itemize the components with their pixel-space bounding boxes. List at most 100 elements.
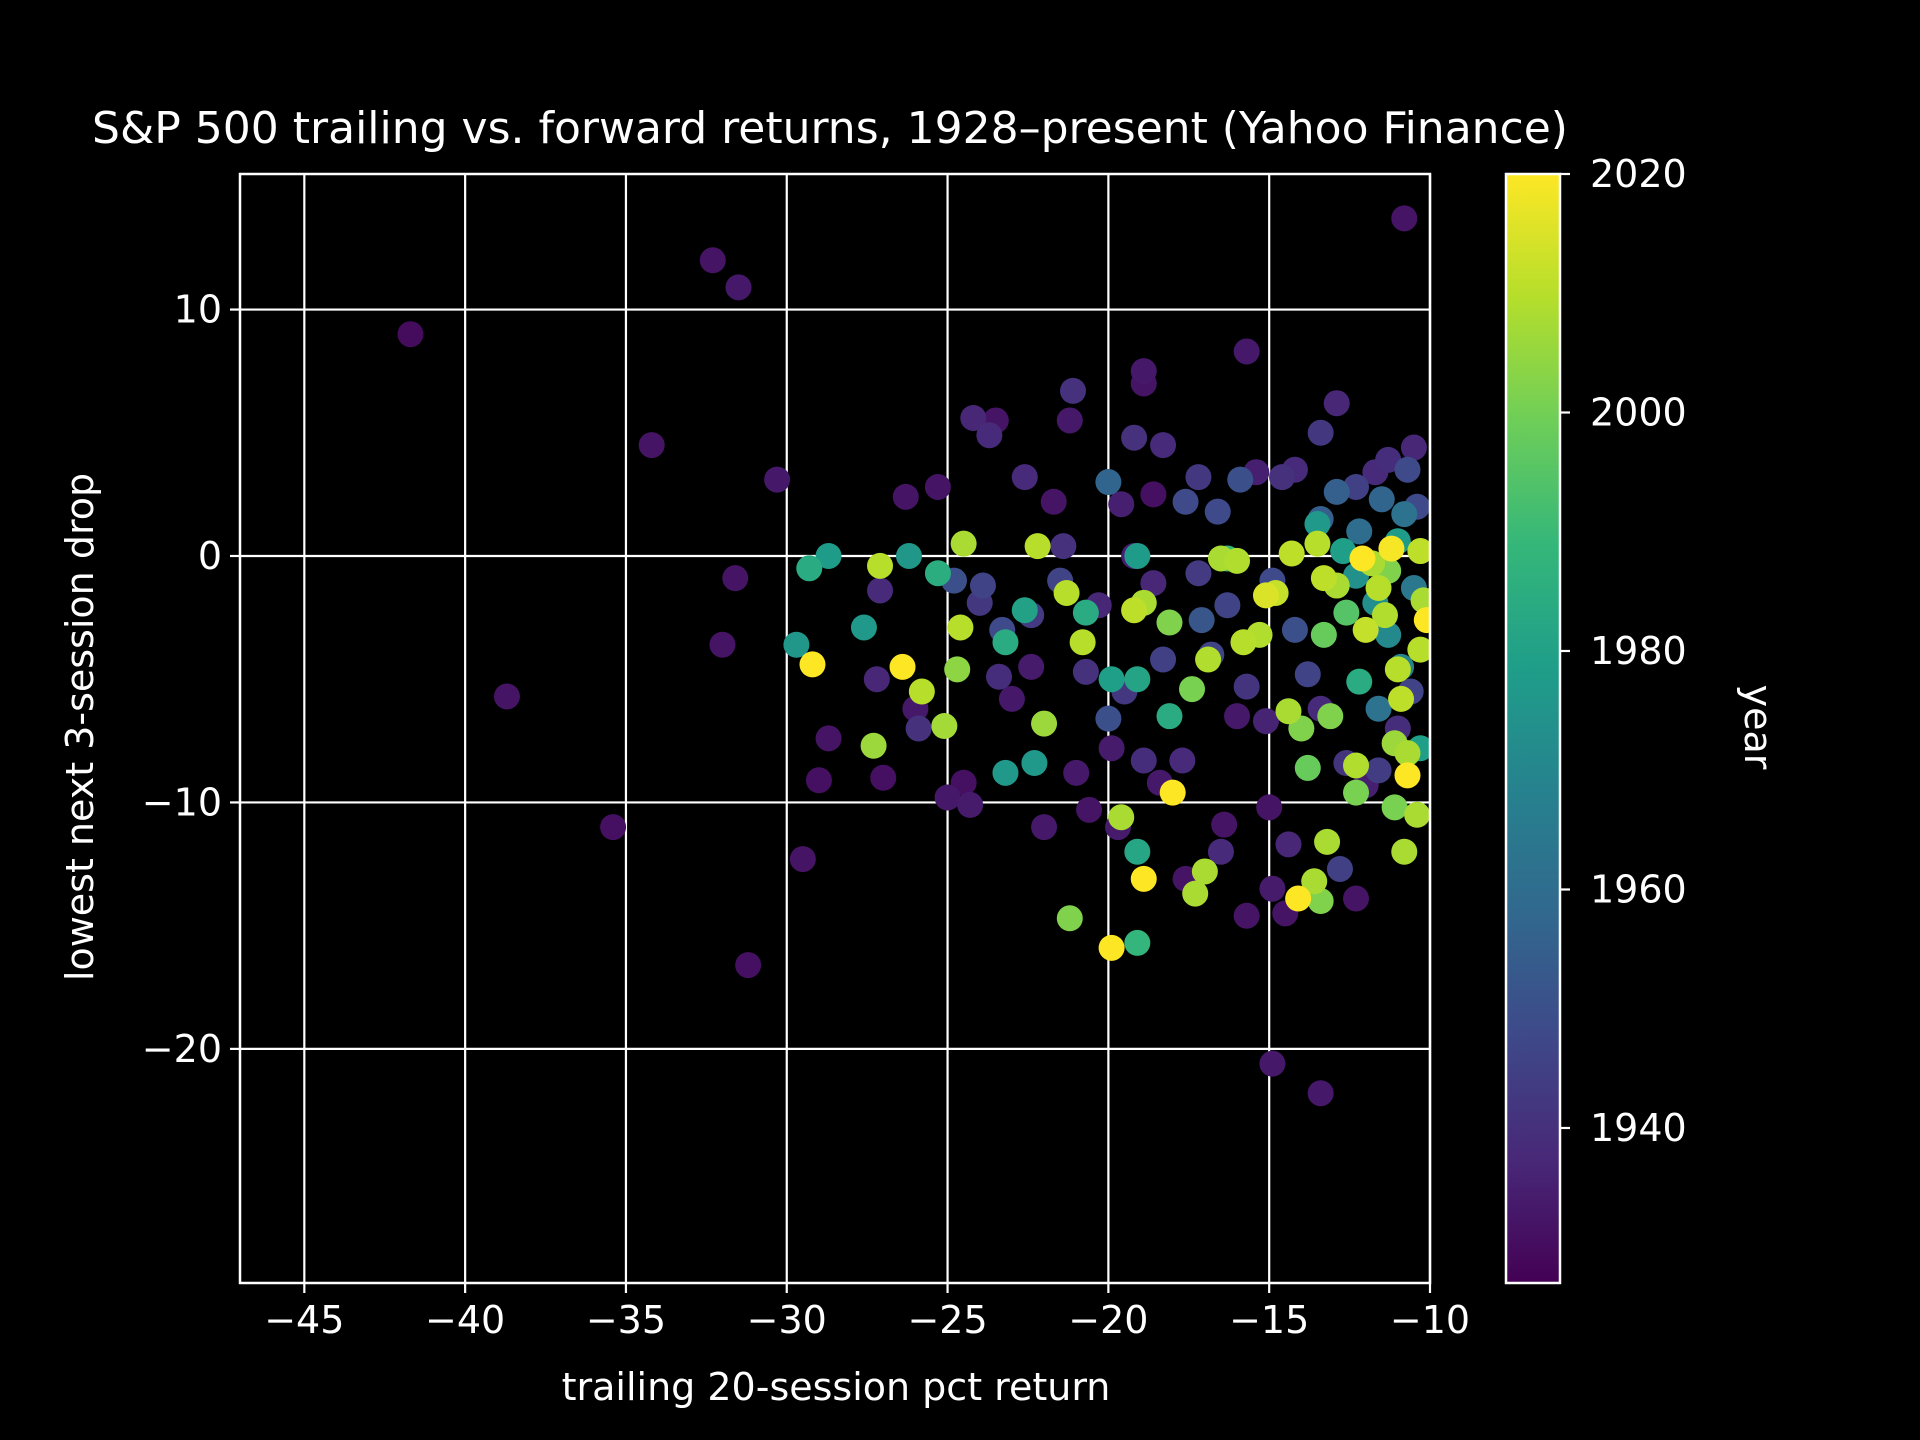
data-point	[924, 473, 951, 500]
colorbar-tick-label: 1940	[1590, 1106, 1687, 1150]
data-point	[1413, 607, 1430, 634]
data-point	[1352, 616, 1379, 643]
data-point	[1391, 205, 1418, 232]
data-point	[1056, 905, 1083, 932]
colorbar-tick-label: 1980	[1590, 629, 1687, 673]
data-point	[1011, 597, 1038, 624]
data-point	[699, 247, 726, 274]
x-tick-label: −45	[264, 1298, 344, 1342]
data-point	[850, 614, 877, 641]
data-point	[1323, 390, 1350, 417]
x-tick-label: −10	[1390, 1298, 1470, 1342]
data-point	[860, 732, 887, 759]
data-point	[1349, 545, 1376, 572]
data-point	[1275, 831, 1302, 858]
data-point	[950, 530, 977, 557]
data-point	[1156, 609, 1183, 636]
data-point	[895, 542, 922, 569]
data-point	[1072, 599, 1099, 626]
data-point	[1179, 676, 1205, 703]
data-point	[1233, 673, 1260, 700]
data-point	[1400, 434, 1427, 461]
data-point	[1053, 579, 1080, 606]
data-point	[889, 653, 916, 680]
data-point	[1410, 587, 1430, 614]
data-point	[1130, 865, 1157, 892]
data-point	[1233, 338, 1260, 365]
data-point	[1391, 838, 1418, 865]
data-point	[1323, 478, 1350, 505]
colorbar-tick-label: 2000	[1590, 390, 1687, 434]
data-point	[870, 764, 897, 791]
data-point	[1281, 616, 1308, 643]
data-point	[1040, 488, 1067, 515]
data-point	[1031, 710, 1058, 737]
data-point	[1269, 464, 1296, 491]
data-point	[976, 422, 1003, 449]
data-point	[867, 552, 894, 579]
data-point	[1098, 934, 1125, 961]
data-point	[1259, 875, 1286, 902]
data-point	[1346, 668, 1373, 695]
data-point	[1365, 695, 1392, 722]
data-point	[1024, 533, 1051, 560]
data-point	[1207, 838, 1234, 865]
data-point	[1185, 464, 1212, 491]
colorbar-gradient	[1504, 172, 1562, 1285]
data-point	[397, 321, 424, 348]
data-point	[1391, 501, 1418, 528]
data-point	[1130, 358, 1157, 385]
data-point	[1346, 518, 1373, 545]
data-point	[1060, 377, 1086, 404]
x-tick-label: −35	[586, 1298, 666, 1342]
y-tick-label: 10	[174, 288, 222, 332]
data-point	[1021, 750, 1048, 777]
data-point	[1294, 661, 1321, 688]
data-point	[1031, 814, 1058, 841]
data-point	[1343, 885, 1370, 912]
data-point	[1191, 858, 1218, 885]
data-point	[1063, 759, 1090, 786]
data-point	[1381, 794, 1408, 821]
data-point	[789, 846, 816, 873]
data-point	[1375, 621, 1402, 648]
colorbar-ticks: 1940 1960 1980 2000 2020	[1560, 152, 1687, 1150]
data-point	[1252, 582, 1279, 609]
data-point	[783, 631, 810, 658]
colorbar: 1940 1960 1980 2000 2020 year	[1504, 152, 1780, 1285]
data-point	[1275, 698, 1302, 725]
data-point	[1310, 621, 1337, 648]
data-point	[969, 572, 996, 599]
data-point	[1098, 735, 1125, 762]
data-point	[1384, 656, 1411, 683]
data-point	[1185, 560, 1212, 587]
data-point	[764, 466, 791, 493]
data-point	[815, 725, 842, 752]
data-point	[934, 784, 961, 811]
data-point	[1394, 740, 1421, 767]
data-point	[905, 715, 932, 742]
data-point	[908, 678, 935, 705]
data-point	[1314, 828, 1341, 855]
data-point	[1252, 708, 1279, 735]
data-point	[1121, 597, 1148, 624]
data-points	[397, 205, 1430, 1107]
data-point	[1156, 703, 1183, 730]
colorbar-tick-label: 1960	[1590, 867, 1687, 911]
data-point	[863, 666, 890, 693]
data-point	[1124, 838, 1151, 865]
data-point	[1294, 754, 1321, 781]
x-tick-label: −30	[747, 1298, 827, 1342]
data-point	[986, 663, 1013, 690]
data-point	[1108, 804, 1135, 831]
data-point	[1307, 1080, 1334, 1107]
data-point	[1307, 888, 1334, 915]
data-point	[1310, 565, 1337, 592]
x-tick-label: −40	[425, 1298, 505, 1342]
data-point	[931, 713, 958, 740]
data-point	[805, 767, 832, 794]
data-point	[1394, 762, 1421, 789]
data-point	[600, 814, 627, 841]
y-axis-label: lowest next 3-session drop	[58, 473, 102, 981]
